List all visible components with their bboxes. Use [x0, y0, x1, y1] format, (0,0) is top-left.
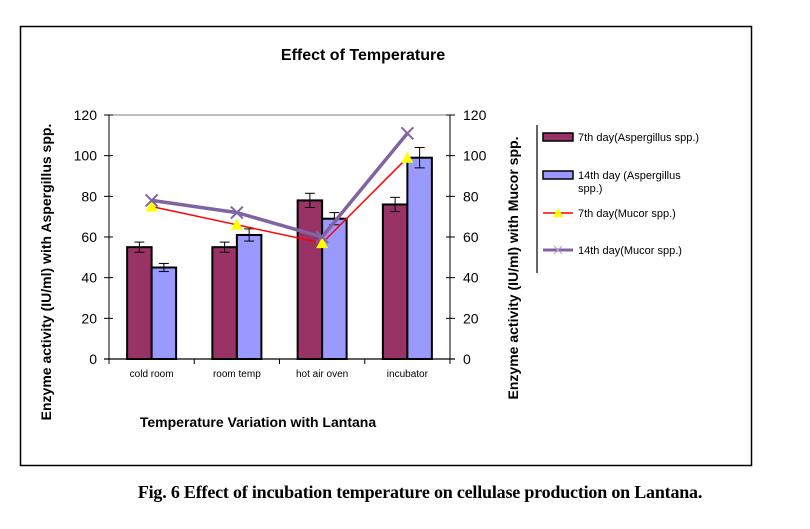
legend-label: 7th day(Mucor spp.): [578, 208, 676, 220]
y2-tick-label: 120: [463, 107, 487, 123]
x-tick-label: cold room: [130, 369, 174, 380]
triangle-marker: [316, 237, 329, 249]
y-tick-label: 0: [89, 351, 97, 367]
y-tick-label: 80: [81, 188, 97, 204]
plot-area: 0 20 40 60 80 100 120 0 20 40 60 80 100 120 cold room r…: [74, 107, 487, 380]
x-tick-label: room temp: [213, 369, 261, 380]
series-line: [151, 157, 408, 244]
y-tick-label: 20: [81, 310, 97, 326]
legend-swatch: [542, 132, 574, 142]
bar: [126, 246, 153, 361]
y-tick-label: 120: [74, 107, 98, 123]
x-axis-label: Temperature Variation with Lantana: [140, 414, 376, 430]
figure-caption: Fig. 6 Effect of incubation temperature …: [137, 482, 703, 502]
x-marker: [315, 230, 329, 244]
legend: 7th day(Aspergillus spp.) 14th day (Asper…: [536, 125, 699, 273]
triangle-marker: [230, 218, 243, 230]
x-marker: [400, 126, 415, 141]
legend-label: 14th day (Aspergillus spp.): [578, 170, 681, 195]
chart-title: Effect of Temperature: [281, 47, 445, 64]
bar: [150, 266, 178, 360]
legend-label: 7th day(Aspergillus spp.): [578, 132, 699, 144]
y2-tick-label: 60: [463, 229, 479, 245]
triangle-marker: [145, 200, 158, 212]
x-tick-label: hot air oven: [296, 369, 348, 380]
legend-swatch: [542, 170, 574, 180]
y-axis-label: Enzyme activity (IU/ml) with Aspergillus…: [38, 124, 54, 421]
y-tick-label: 40: [81, 270, 97, 286]
legend-x-marker: [553, 245, 563, 255]
triangle-marker: [401, 151, 414, 163]
y-tick-label: 100: [74, 148, 98, 164]
legend-triangle-marker: [553, 208, 563, 217]
bar: [211, 246, 238, 361]
bar: [381, 203, 409, 360]
bar: [296, 199, 324, 360]
x-marker: [230, 205, 244, 220]
y2-tick-label: 80: [463, 188, 479, 204]
series-line: [151, 132, 409, 239]
y2-tick-label: 40: [463, 270, 479, 286]
y-tick-label: 60: [81, 229, 97, 245]
y2-tick-label: 20: [463, 310, 479, 326]
y2-tick-label: 0: [463, 351, 471, 367]
x-marker: [144, 193, 159, 208]
x-tick-label: incubator: [387, 369, 429, 380]
bar: [406, 156, 433, 360]
bar: [235, 233, 263, 360]
legend-label: 14th day(Mucor spp.): [578, 245, 682, 257]
y2-tick-label: 100: [463, 148, 487, 164]
y2-axis-label: Enzyme activity (IU/ml) with Mucor spp.: [505, 137, 521, 400]
